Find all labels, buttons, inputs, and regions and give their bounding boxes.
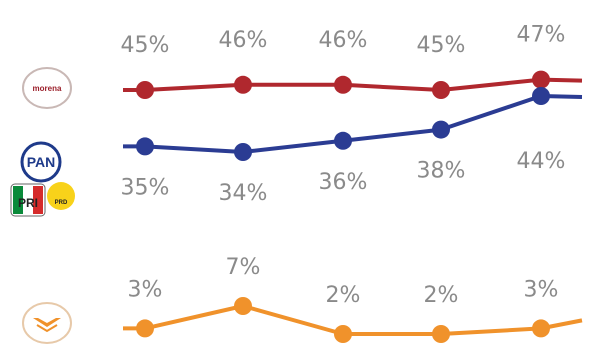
- data-point: [532, 319, 550, 338]
- data-point: [532, 70, 550, 89]
- data-point: [234, 75, 252, 94]
- data-label: 45%: [417, 33, 466, 58]
- data-label: 45%: [121, 33, 170, 58]
- data-label: 35%: [121, 175, 170, 200]
- data-point: [432, 81, 450, 99]
- series-line: [123, 94, 583, 154]
- data-point: [334, 325, 352, 343]
- data-point: [136, 81, 154, 99]
- data-point: [432, 325, 450, 343]
- data-point: [432, 120, 450, 139]
- pan-logo-label: PAN: [27, 154, 56, 170]
- data-label: 47%: [517, 23, 566, 48]
- data-label: 38%: [417, 159, 466, 184]
- series-1: 45% 46% 46% 45% 47%: [121, 23, 583, 99]
- data-label: 2%: [326, 283, 361, 308]
- data-point: [136, 137, 154, 156]
- morena-logo-icon: morena: [22, 67, 72, 109]
- data-point: [234, 143, 252, 161]
- data-label: 46%: [219, 28, 268, 53]
- series-3: 3% 7% 2% 2% 3%: [123, 255, 583, 343]
- data-label: 7%: [226, 255, 261, 280]
- data-point: [334, 131, 352, 150]
- data-label: 34%: [219, 181, 268, 206]
- morena-logo-label: morena: [33, 84, 62, 93]
- data-label: 3%: [128, 277, 163, 302]
- data-point: [334, 75, 352, 94]
- prd-logo-label: PRD: [55, 200, 68, 206]
- pan-pri-prd-logos-icon: PAN PRI PRD: [10, 141, 75, 217]
- data-label: 3%: [524, 277, 559, 302]
- data-label: 36%: [319, 170, 368, 195]
- series-line: [123, 304, 583, 336]
- data-label: 46%: [319, 28, 368, 53]
- series-line: [123, 77, 583, 92]
- data-label: 44%: [517, 149, 566, 174]
- party-legend: morena PAN PRI PRD: [10, 67, 75, 344]
- movimiento-ciudadano-logo-icon: [22, 302, 72, 344]
- data-point: [532, 87, 550, 105]
- data-point: [136, 319, 154, 338]
- data-label: 2%: [424, 283, 459, 308]
- series-2: 35% 34% 36% 38% 44%: [121, 87, 583, 206]
- data-point: [234, 297, 252, 315]
- pri-logo-label: PRI: [18, 196, 38, 210]
